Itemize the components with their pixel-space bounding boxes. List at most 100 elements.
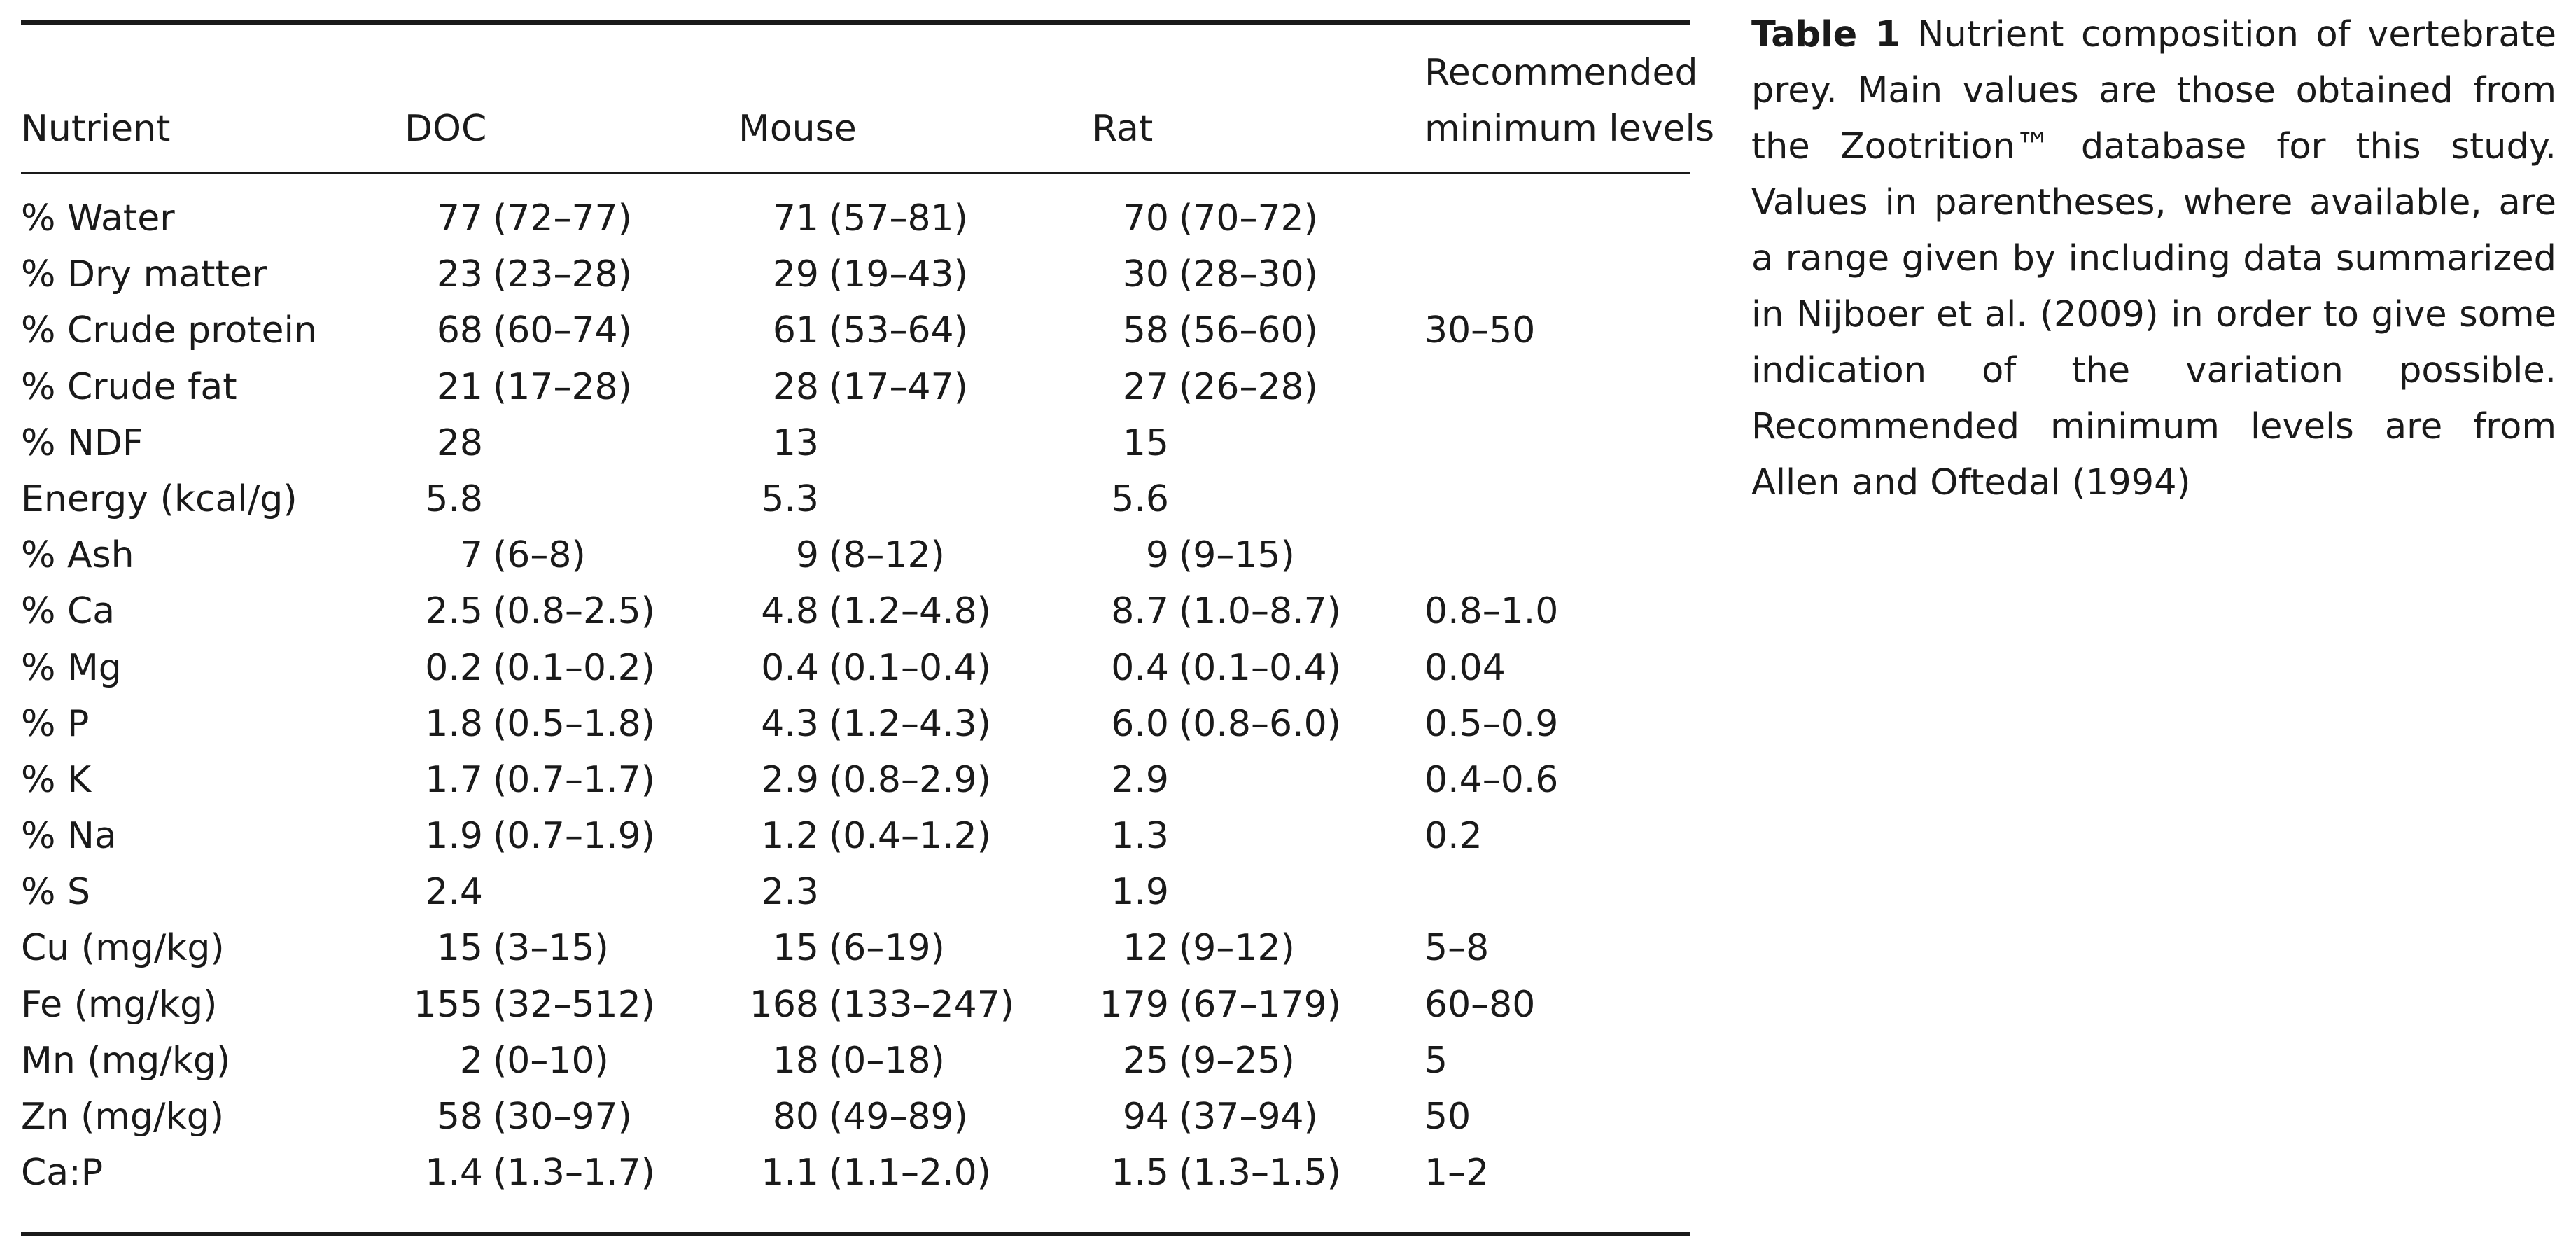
table-row: Fe (mg/kg) 155 (32–512) 168 (133–247) 179 (67–…: [21, 977, 1690, 1033]
cell-nutrient: Energy (kcal/g): [21, 478, 298, 520]
cell-mouse: 2.3: [714, 864, 829, 920]
cell-rat-value: 30: [1122, 253, 1169, 296]
cell-nutrient: Ca:P: [21, 1152, 104, 1194]
cell-rat-value: 25: [1122, 1039, 1169, 1082]
cell-mouse: 1.1 (1.1–2.0): [714, 1145, 991, 1201]
table-body: % Water 77 (72–77) 71 (57–81) 70 (70–72)% Dry …: [21, 174, 1690, 1201]
cell-doc: 77 (72–77): [378, 190, 632, 246]
cell-mouse-range: (0.4–1.2): [829, 815, 991, 858]
cell-mouse: 5.3: [714, 471, 829, 527]
cell-nutrient: % K: [21, 758, 92, 801]
cell-mouse-range: (1.1–2.0): [829, 1152, 991, 1194]
cell-rat-value: 9: [1145, 534, 1169, 577]
cell-doc-range: (32–512): [493, 983, 655, 1026]
cell-rat-value: 2.9: [1111, 758, 1169, 801]
cell-nutrient: % Ash: [21, 534, 134, 577]
cell-nutrient: % S: [21, 871, 90, 914]
table-top-rule: [21, 20, 1690, 25]
cell-mouse-range: (133–247): [829, 983, 1015, 1026]
cell-rat-range: (9–25): [1179, 1039, 1295, 1082]
cell-rat: 1.9: [1064, 864, 1179, 920]
header-doc: DOC: [405, 108, 487, 150]
cell-rat-value: 6.0: [1111, 702, 1169, 745]
table-row: % Ash 7 (6–8) 9 (8–12) 9 (9–15): [21, 527, 1690, 583]
header-recommended-line2: minimum levels: [1424, 108, 1715, 150]
cell-doc-range: (30–97): [493, 1096, 632, 1138]
cell-mouse: 2.9 (0.8–2.9): [714, 752, 991, 808]
cell-doc: 28: [378, 415, 493, 471]
cell-rat: 70 (70–72): [1064, 190, 1318, 246]
cell-rat-value: 0.4: [1111, 646, 1169, 689]
cell-recommended: 0.5–0.9: [1424, 702, 1559, 745]
cell-mouse-range: (49–89): [829, 1096, 968, 1138]
cell-doc: 15 (3–15): [378, 920, 609, 976]
cell-rat: 0.4 (0.1–0.4): [1064, 640, 1341, 696]
table-row: % Mg 0.2 (0.1–0.2) 0.4 (0.1–0.4) 0.4 (0.1–0.4)…: [21, 640, 1690, 696]
table-caption: Table 1 Nutrient composition of vertebra…: [1751, 7, 2556, 511]
cell-recommended: 0.8–1.0: [1424, 590, 1559, 633]
cell-doc-value: 5.8: [425, 478, 483, 520]
cell-doc-range: (60–74): [493, 309, 632, 352]
cell-rat-range: (1.3–1.5): [1179, 1152, 1341, 1194]
table-row: Energy (kcal/g) 5.8 5.3 5.6: [21, 471, 1690, 527]
cell-nutrient: % Water: [21, 197, 175, 239]
table-row: % Water 77 (72–77) 71 (57–81) 70 (70–72): [21, 190, 1690, 246]
cell-recommended: 1–2: [1424, 1152, 1490, 1194]
cell-rat: 1.5 (1.3–1.5): [1064, 1145, 1341, 1201]
cell-rat-value: 94: [1122, 1096, 1169, 1138]
caption-label: Table 1: [1751, 14, 1900, 55]
cell-mouse: 0.4 (0.1–0.4): [714, 640, 991, 696]
cell-rat-range: (56–60): [1179, 309, 1318, 352]
table-row: % Crude protein 68 (60–74) 61 (53–64) 58 (56–6…: [21, 302, 1690, 358]
cell-nutrient: % Mg: [21, 646, 122, 689]
cell-rat-value: 12: [1122, 927, 1169, 970]
cell-rat: 2.9: [1064, 752, 1179, 808]
cell-rat: 30 (28–30): [1064, 246, 1318, 302]
cell-rat-value: 179: [1099, 983, 1169, 1026]
cell-doc-value: 68: [436, 309, 483, 352]
table-row: Cu (mg/kg) 15 (3–15) 15 (6–19) 12 (9–12) 5–8: [21, 920, 1690, 976]
cell-rat-value: 27: [1122, 365, 1169, 408]
nutrient-table: Nutrient DOC Mouse Rat Recommended minim…: [21, 20, 1714, 1237]
cell-doc: 2.5 (0.8–2.5): [378, 583, 655, 639]
cell-mouse: 61 (53–64): [714, 302, 968, 358]
cell-rat-value: 15: [1122, 422, 1169, 464]
cell-doc-value: 2.4: [425, 871, 483, 914]
cell-mouse-value: 13: [772, 422, 819, 464]
cell-mouse-value: 18: [772, 1039, 819, 1082]
cell-doc-value: 1.9: [425, 815, 483, 858]
cell-rat-value: 1.9: [1111, 871, 1169, 914]
cell-doc: 68 (60–74): [378, 302, 632, 358]
cell-rat-range: (67–179): [1179, 983, 1341, 1026]
cell-mouse-value: 5.3: [761, 478, 819, 520]
cell-rat: 1.3: [1064, 808, 1179, 864]
cell-doc-range: (0.8–2.5): [493, 590, 655, 633]
cell-mouse: 28 (17–47): [714, 359, 968, 415]
cell-rat-value: 5.6: [1111, 478, 1169, 520]
cell-nutrient: Zn (mg/kg): [21, 1096, 224, 1138]
cell-nutrient: % Dry matter: [21, 253, 267, 296]
cell-doc: 23 (23–28): [378, 246, 632, 302]
cell-rat: 5.6: [1064, 471, 1179, 527]
table-row: % Ca 2.5 (0.8–2.5) 4.8 (1.2–4.8) 8.7 (1.0–8.7)…: [21, 583, 1690, 639]
cell-rat: 179 (67–179): [1064, 977, 1341, 1033]
cell-mouse: 29 (19–43): [714, 246, 968, 302]
cell-mouse: 18 (0–18): [714, 1033, 945, 1089]
table-row: % Crude fat 21 (17–28) 28 (17–47) 27 (26–28): [21, 359, 1690, 415]
cell-mouse: 1.2 (0.4–1.2): [714, 808, 991, 864]
cell-mouse-range: (53–64): [829, 309, 968, 352]
cell-rat-range: (70–72): [1179, 197, 1318, 239]
cell-rat-range: (9–12): [1179, 927, 1295, 970]
cell-mouse-value: 28: [772, 365, 819, 408]
table-row: % NDF 28 13 15: [21, 415, 1690, 471]
cell-doc: 5.8: [378, 471, 493, 527]
cell-mouse-range: (0–18): [829, 1039, 945, 1082]
cell-doc-value: 23: [436, 253, 483, 296]
cell-rat: 8.7 (1.0–8.7): [1064, 583, 1341, 639]
cell-mouse-value: 2.3: [761, 871, 819, 914]
cell-doc-value: 2.5: [425, 590, 483, 633]
cell-rat-value: 70: [1122, 197, 1169, 239]
cell-doc: 1.8 (0.5–1.8): [378, 696, 655, 752]
cell-recommended: 0.04: [1424, 646, 1506, 689]
cell-rat-value: 58: [1122, 309, 1169, 352]
